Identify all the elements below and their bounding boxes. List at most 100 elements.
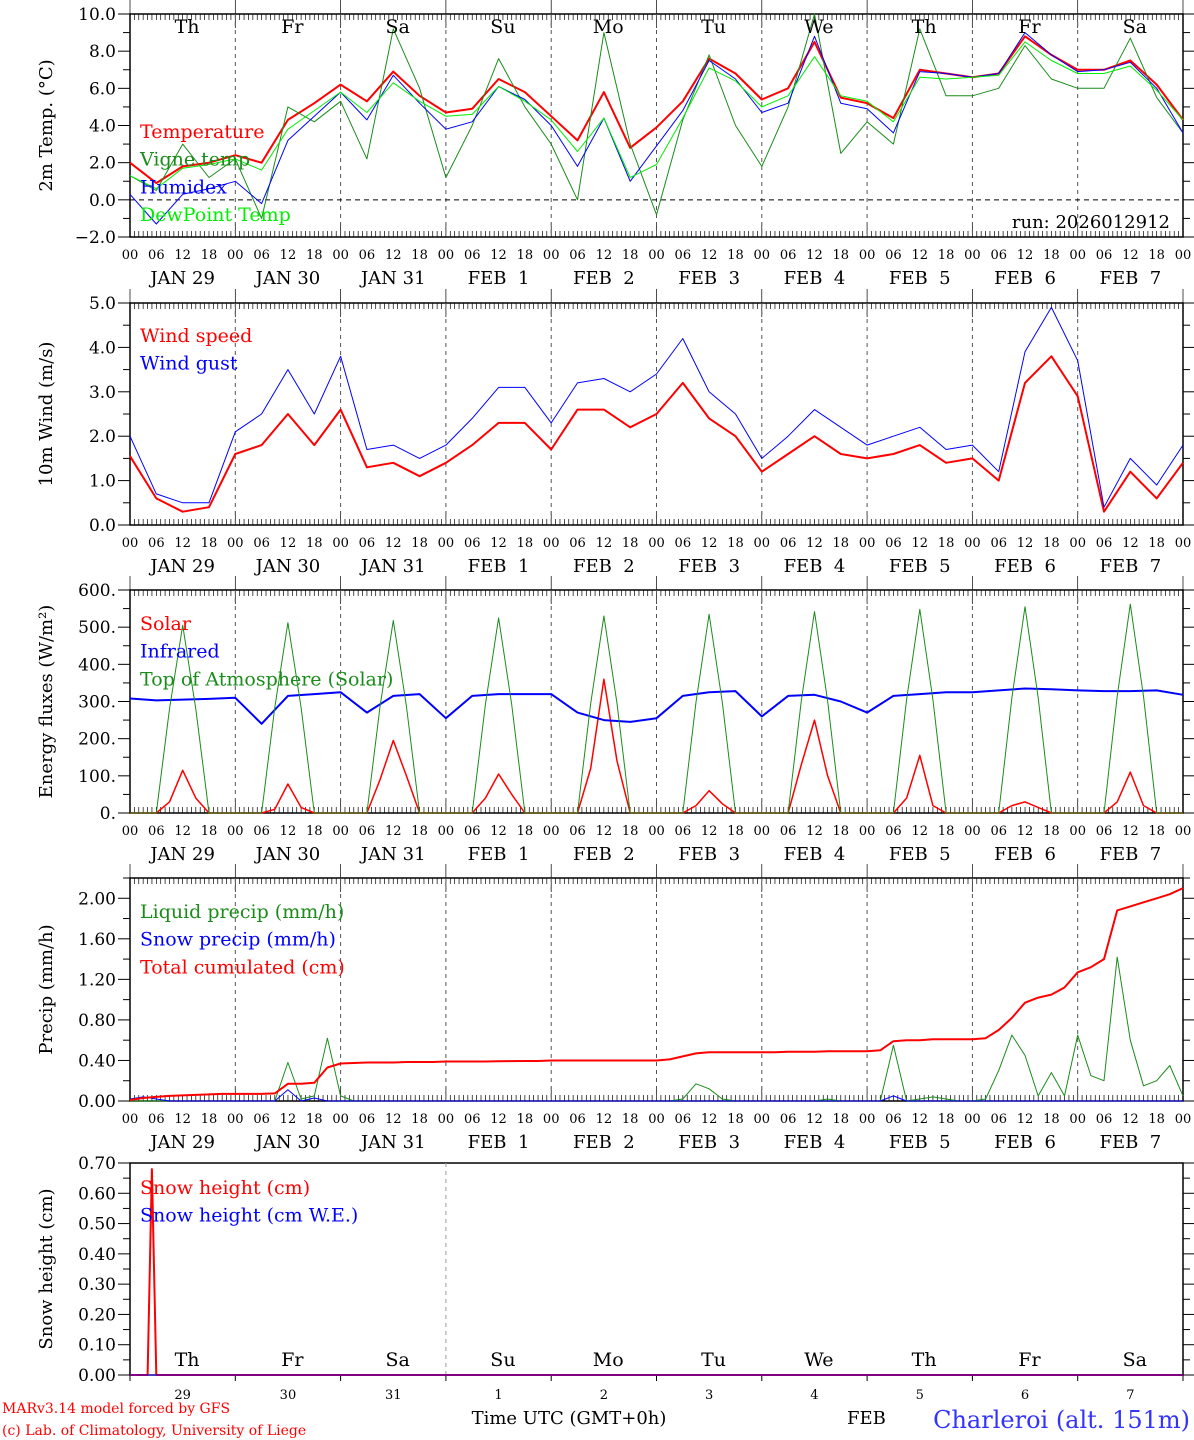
y-tick-label: 5.0: [89, 294, 116, 314]
date-label: FEB 4: [784, 268, 846, 289]
legend-entry: Wind gust: [140, 353, 238, 375]
y-tick-label: 0.00: [78, 1366, 116, 1386]
hour-label: 18: [938, 824, 955, 839]
hour-label: 06: [885, 824, 902, 839]
y-tick-label: 2.0: [89, 154, 116, 174]
date-label: FEB 2: [573, 268, 635, 289]
hour-label: 18: [517, 536, 534, 551]
hour-label: 18: [411, 1112, 428, 1127]
date-label: FEB 1: [468, 268, 530, 289]
hour-label: 06: [885, 1112, 902, 1127]
hour-label: 18: [622, 248, 639, 263]
y-tick-label: 300.: [78, 693, 116, 713]
hour-label: 12: [1122, 536, 1139, 551]
run-label: run: 2026012912: [1012, 212, 1170, 233]
day-number: 6: [1021, 1388, 1029, 1403]
series-wind-speed: [129, 355, 1184, 513]
weekday-label: Th: [175, 1349, 200, 1371]
y-tick-label: 1.0: [89, 472, 116, 492]
hour-label: 18: [517, 248, 534, 263]
date-label: JAN 31: [359, 556, 426, 577]
hour-label: 06: [464, 248, 481, 263]
hour-label: 06: [359, 536, 376, 551]
panel-temp: 00 06 12 18 00 06 12 18 00 06 12 18 00 06 12 18 00 06 12 18…: [36, 0, 1194, 289]
date-label: FEB 1: [468, 844, 530, 865]
hour-label: 06: [148, 536, 165, 551]
y-tick-label: 0.0: [89, 516, 116, 536]
hour-label: 00: [438, 1112, 455, 1127]
hour-label: 06: [569, 536, 586, 551]
hour-label: 06: [359, 1112, 376, 1127]
series-snow-precip-mm-h: [129, 1089, 1183, 1102]
day-number: 7: [1126, 1388, 1134, 1403]
hour-label: 00: [754, 248, 771, 263]
hour-label: 18: [411, 824, 428, 839]
hour-label: 12: [1017, 536, 1034, 551]
station-name: Charleroi (alt. 151m): [933, 1406, 1190, 1434]
hour-label: 00: [227, 536, 244, 551]
hour-label: 18: [1148, 536, 1165, 551]
hour-label: 00: [648, 824, 665, 839]
hour-label: 00: [859, 824, 876, 839]
weekday-label: Mo: [593, 1349, 624, 1371]
y-tick-label: 0.20: [78, 1305, 116, 1325]
date-label: JAN 30: [254, 556, 321, 577]
hour-label: 12: [1017, 1112, 1034, 1127]
hour-label: 12: [280, 1112, 297, 1127]
series-humidex: [129, 32, 1184, 225]
hour-label: 06: [253, 824, 270, 839]
hour-label: 12: [174, 536, 191, 551]
hour-label: 18: [833, 1112, 850, 1127]
hour-label: 06: [885, 536, 902, 551]
y-tick-label: 0.40: [78, 1245, 116, 1265]
weekday-label: Sa: [385, 1349, 409, 1371]
hour-label: 12: [596, 1112, 613, 1127]
hour-label: 06: [1096, 824, 1113, 839]
hour-label: 18: [727, 1112, 744, 1127]
hour-label: 18: [1148, 1112, 1165, 1127]
panel-precip: 00 06 12 18 00 06 12 18 00 06 12 18 00 06 12 18 00 06 12 18…: [36, 864, 1194, 1153]
y-tick-label: 600.: [78, 581, 116, 601]
hour-label: 18: [622, 536, 639, 551]
date-label: FEB 2: [573, 1132, 635, 1153]
hour-label: 06: [675, 536, 692, 551]
legend-entry: Snow height (cm W.E.): [140, 1205, 358, 1227]
hour-label: 00: [648, 536, 665, 551]
hour-label: 18: [1043, 536, 1060, 551]
hour-label: 00: [543, 1112, 560, 1127]
hour-label: 12: [701, 824, 718, 839]
hour-label: 18: [201, 248, 218, 263]
y-tick-label: 100.: [78, 767, 116, 787]
panel-energy: 00 06 12 18 00 06 12 18 00 06 12 18 00 06 12 18 00 06 12 18…: [36, 576, 1194, 865]
hour-label: 12: [701, 1112, 718, 1127]
legend-entry: Liquid precip (mm/h): [140, 901, 344, 923]
series-infrared: [129, 687, 1184, 725]
hour-label: 18: [517, 1112, 534, 1127]
hour-label: 12: [701, 536, 718, 551]
hour-label: 06: [464, 1112, 481, 1127]
hour-label: 18: [833, 536, 850, 551]
y-tick-label: 200.: [78, 730, 116, 750]
hour-label: 06: [148, 1112, 165, 1127]
hour-label: 12: [385, 1112, 402, 1127]
hour-label: 00: [754, 536, 771, 551]
hour-label: 06: [253, 1112, 270, 1127]
hour-label: 06: [569, 248, 586, 263]
lab-credit: (c) Lab. of Climatology, University of L…: [2, 1423, 306, 1439]
hour-label: 12: [280, 536, 297, 551]
hour-label: 00: [754, 824, 771, 839]
hour-label: 12: [1122, 1112, 1139, 1127]
hour-label: 12: [280, 248, 297, 263]
hour-label: 18: [1148, 824, 1165, 839]
hour-label: 06: [780, 1112, 797, 1127]
date-label: FEB 1: [468, 556, 530, 577]
hour-label: 12: [806, 248, 823, 263]
y-axis-label: 2m Temp. (°C): [36, 59, 57, 191]
hour-label: 12: [280, 824, 297, 839]
y-axis-label: Energy fluxes (W/m²): [36, 605, 57, 799]
hour-label: 18: [411, 536, 428, 551]
hour-label: 18: [201, 824, 218, 839]
series-dewpoint-temp: [129, 41, 1184, 190]
hour-label: 06: [780, 536, 797, 551]
date-label: JAN 30: [254, 844, 321, 865]
